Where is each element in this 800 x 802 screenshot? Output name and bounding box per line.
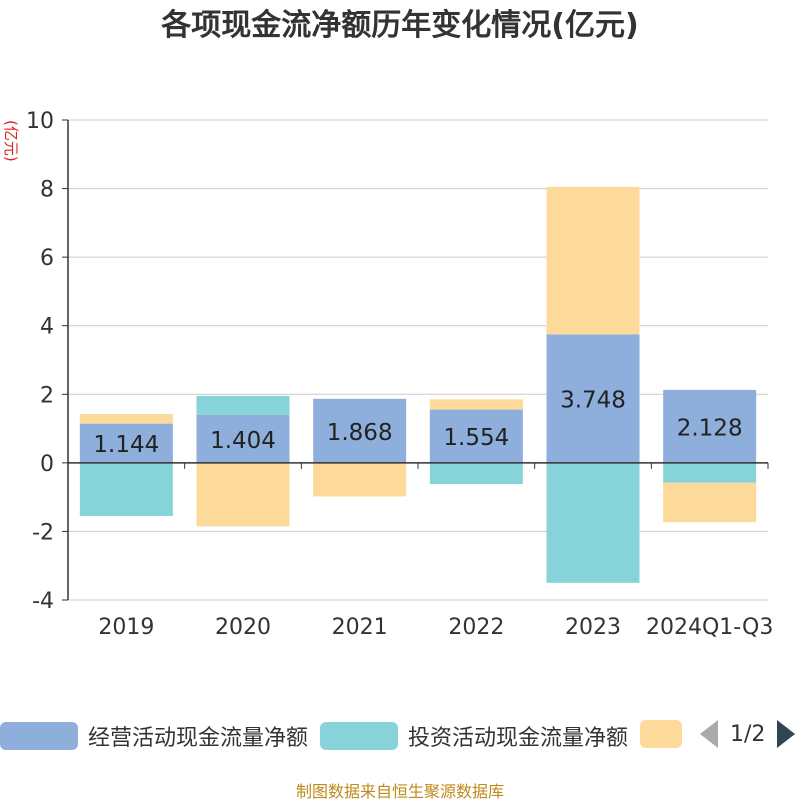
legend-prev-icon[interactable] <box>700 720 718 748</box>
bar-operating[interactable] <box>196 414 290 463</box>
y-tick-label: 10 <box>26 109 54 134</box>
bar-operating[interactable] <box>79 423 173 463</box>
y-tick-label: 4 <box>40 315 54 340</box>
data-label: 1.868 <box>327 420 393 446</box>
x-tick-label: 2021 <box>332 615 388 640</box>
data-label: 1.144 <box>93 432 159 458</box>
bar-investing[interactable] <box>196 395 290 415</box>
x-tick-label: 2019 <box>98 615 154 640</box>
legend-swatch-financing <box>640 720 682 748</box>
data-label: 3.748 <box>560 388 626 414</box>
bar-investing[interactable] <box>79 462 173 516</box>
legend-item-financing[interactable] <box>640 720 692 748</box>
grid-lines <box>68 119 768 601</box>
bar-financing[interactable] <box>429 399 523 410</box>
legend-item-operating[interactable]: 经营活动现金流量净额 <box>0 720 308 752</box>
legend-label-operating: 经营活动现金流量净额 <box>88 726 309 751</box>
axes: -4 -2 0 2 4 6 8 10 2019 2020 2021 2022 2023 2024Q1-Q3 <box>26 109 773 640</box>
bar-operating[interactable] <box>546 334 640 463</box>
source-note: 制图数据来自恒生聚源数据库 <box>295 782 504 801</box>
y-tick-label: 0 <box>40 452 54 477</box>
data-label: 2.128 <box>677 415 743 441</box>
legend-item-investing[interactable]: 投资活动现金流量净额 <box>320 720 628 752</box>
bar-financing[interactable] <box>79 414 173 424</box>
x-tick-label: 2023 <box>565 615 621 640</box>
legend-swatch-operating <box>0 722 78 750</box>
legend-label-investing: 投资活动现金流量净额 <box>408 726 629 751</box>
legend-page-indicator: 1/2 <box>730 721 766 747</box>
y-tick-label: -4 <box>32 589 54 614</box>
bar-financing[interactable] <box>663 482 757 523</box>
bar-investing[interactable] <box>546 462 640 583</box>
bars <box>79 186 757 583</box>
bar-investing[interactable] <box>663 462 757 483</box>
x-tick-label: 2022 <box>448 615 504 640</box>
y-tick-label: 2 <box>40 383 54 408</box>
data-label: 1.404 <box>210 428 276 454</box>
y-tick-label: 8 <box>40 178 54 203</box>
data-labels: 1.144 1.404 1.868 1.554 3.748 2.128 <box>93 388 742 459</box>
legend: 经营活动现金流量净额 投资活动现金流量净额 1/2 <box>0 712 800 756</box>
bar-financing[interactable] <box>546 186 640 335</box>
y-tick-label: -2 <box>32 520 54 545</box>
bar-operating[interactable] <box>663 389 757 463</box>
legend-pager: 1/2 <box>700 720 796 748</box>
legend-swatch-investing <box>320 722 398 750</box>
data-label: 1.554 <box>443 425 509 451</box>
bar-financing[interactable] <box>196 462 290 527</box>
x-tick-label: 2020 <box>215 615 271 640</box>
chart-area: -4 -2 0 2 4 6 8 10 2019 2020 2021 2022 2023 2024Q1-Q3… <box>26 109 773 640</box>
legend-next-icon[interactable] <box>777 720 796 748</box>
x-tick-label: 2024Q1-Q3 <box>646 615 773 640</box>
y-tick-label: 6 <box>40 246 54 271</box>
bar-investing[interactable] <box>429 462 523 485</box>
bar-financing[interactable] <box>313 462 407 497</box>
bar-operating[interactable] <box>313 398 407 463</box>
bar-operating[interactable] <box>429 409 523 463</box>
chart-title: 各项现金流净额历年变化情况(亿元) <box>161 8 639 43</box>
